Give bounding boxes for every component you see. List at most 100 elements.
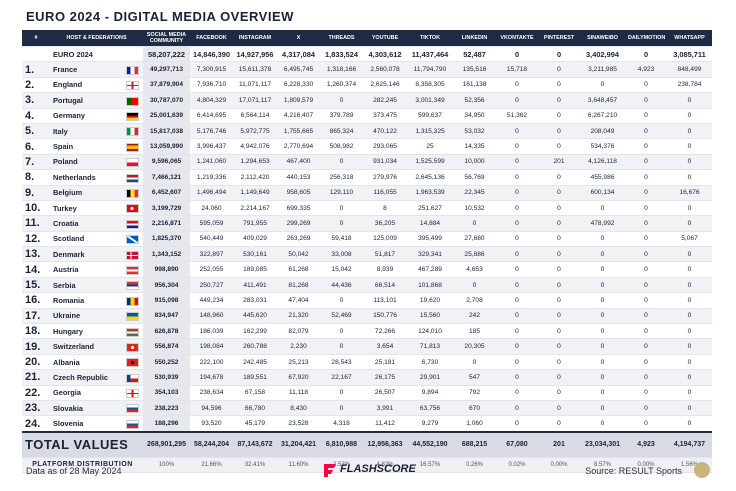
name-cell: Slovakia [50, 400, 143, 417]
data-row: 14. Austria 998,890 252,055 189,085 61,268 15,… [22, 261, 712, 278]
value-cell: 0 [667, 369, 712, 386]
value-cell: 445,620 [233, 308, 277, 325]
value-cell: 0 [496, 400, 538, 417]
value-cell: 508,982 [320, 138, 363, 155]
value-cell: 4,317,084 [277, 46, 320, 63]
value-cell: 2,112,420 [233, 169, 277, 186]
total-cell: 23,034,301 [580, 430, 625, 458]
flag-icon [126, 312, 139, 322]
data-row: 9. Belgium 6,452,607 1,496,494 1,149,649 958,… [22, 185, 712, 201]
column-header: X [277, 30, 320, 47]
data-row: 21. Czech Republic 530,939 194,678 189,551 67… [22, 369, 712, 386]
flag-icon [126, 65, 139, 75]
value-cell: 52,469 [320, 308, 363, 325]
value-cell: 23,528 [277, 415, 320, 433]
name-cell: Austria [50, 261, 143, 278]
value-cell: 0 [625, 77, 667, 94]
distribution-cell: 0.02% [496, 457, 538, 473]
value-cell: 0 [625, 108, 667, 124]
value-cell: 626,878 [143, 323, 190, 340]
value-cell: 0 [667, 261, 712, 278]
value-cell: 0 [496, 200, 538, 217]
value-cell: 0 [538, 231, 580, 248]
rank-cell: 12. [22, 231, 50, 248]
distribution-cell: 0.00% [538, 457, 580, 473]
name-cell: France [50, 61, 143, 78]
value-cell: 260,788 [233, 338, 277, 355]
value-cell: 0 [580, 400, 625, 417]
flag-icon [126, 235, 139, 245]
value-cell: 50,042 [277, 246, 320, 263]
total-cell: 67,080 [496, 430, 538, 458]
flag-icon [126, 296, 139, 306]
total-cell: 201 [538, 430, 580, 458]
value-cell: 4,303,612 [363, 46, 407, 63]
name-cell: Switzerland [50, 338, 143, 355]
value-cell: 915,098 [143, 292, 190, 309]
value-cell: 699,335 [277, 200, 320, 217]
value-cell: 2,770,694 [277, 138, 320, 155]
value-cell: 1,833,524 [320, 46, 363, 63]
value-cell: 792 [453, 385, 496, 401]
rank-cell: 17. [22, 308, 50, 325]
flag-icon [126, 342, 139, 352]
distribution-cell: 8.57% [580, 457, 625, 473]
flag-icon [126, 389, 139, 399]
value-cell: 0 [538, 323, 580, 340]
value-cell: 0 [538, 246, 580, 263]
value-cell: 7,936,710 [190, 77, 233, 94]
column-header: FACEBOOK [190, 30, 233, 47]
value-cell: 6,452,607 [143, 185, 190, 201]
value-cell: 931,034 [363, 154, 407, 171]
header-row: # HOST & FEDERATIONS SOCIAL MEDIA COMMUNIT… [22, 30, 712, 47]
value-cell: 6,414,695 [190, 108, 233, 124]
distribution-cell: 11.60% [277, 457, 320, 473]
value-cell: 1,525,599 [407, 154, 453, 171]
value-cell: 93,520 [190, 415, 233, 433]
value-cell: 21,320 [277, 308, 320, 325]
value-cell: 30,787,070 [143, 92, 190, 109]
value-cell: 15,611,378 [233, 61, 277, 78]
distribution-cell: 4.82% [363, 457, 407, 473]
value-cell: 15,718 [496, 61, 538, 78]
total-cell: 12,956,363 [363, 430, 407, 458]
rank-cell: 3. [22, 92, 50, 109]
value-cell: 1,060 [453, 415, 496, 433]
value-cell: 4,126,118 [580, 154, 625, 171]
value-cell: 354,103 [143, 385, 190, 401]
value-cell: 0 [667, 92, 712, 109]
value-cell: 599,637 [407, 108, 453, 124]
flag-icon [126, 142, 139, 152]
value-cell: 26,507 [363, 385, 407, 401]
name-cell: Germany [50, 108, 143, 124]
value-cell: 6,564,114 [233, 108, 277, 124]
value-cell: 10,532 [453, 200, 496, 217]
value-cell: 252,055 [190, 261, 233, 278]
value-cell: 3,654 [363, 338, 407, 355]
value-cell: 52,356 [453, 92, 496, 109]
value-cell: 299,269 [277, 215, 320, 232]
distribution-cell: 0.00% [625, 457, 667, 473]
value-cell: 161,138 [453, 77, 496, 94]
value-cell: 20,305 [453, 338, 496, 355]
value-cell: 0 [496, 369, 538, 386]
value-cell: 7,466,121 [143, 169, 190, 186]
value-cell: 150,776 [363, 308, 407, 325]
value-cell: 2,708 [453, 292, 496, 309]
value-cell: 0 [320, 338, 363, 355]
total-cell: 31,204,421 [277, 430, 320, 458]
value-cell: 467,400 [277, 154, 320, 171]
data-row: 20. Albania 550,252 222,100 242,485 25,213 28,… [22, 354, 712, 371]
rank-cell: 5. [22, 123, 50, 140]
value-cell: 25 [407, 138, 453, 155]
column-header: LINKEDIN [453, 30, 496, 47]
distribution-cell: 21.66% [190, 457, 233, 473]
value-cell: 3,085,711 [667, 46, 712, 63]
value-cell: 0 [538, 308, 580, 325]
value-cell: 440,153 [277, 169, 320, 186]
value-cell: 8,358,305 [407, 77, 453, 94]
name-cell: Belgium [50, 185, 143, 201]
value-cell: 124,010 [407, 323, 453, 340]
title: EURO 2024 - DIGITAL MEDIA OVERVIEW [26, 9, 294, 24]
value-cell: 3,648,457 [580, 92, 625, 109]
